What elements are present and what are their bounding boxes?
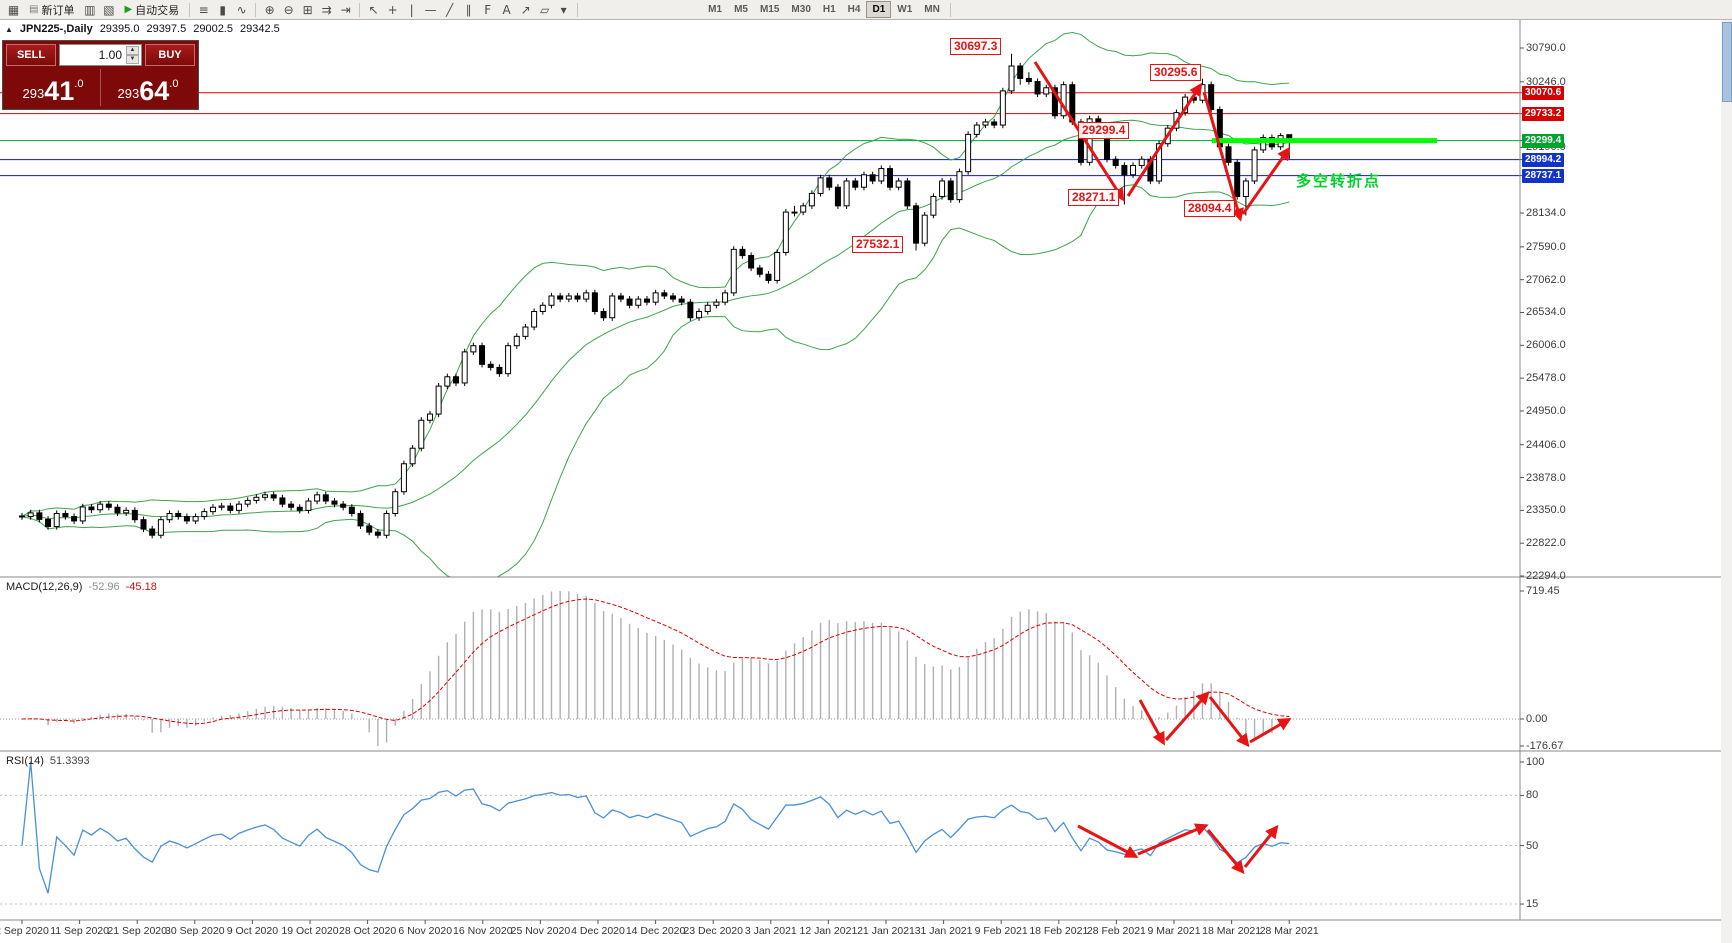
shapes-icon[interactable]: ▱	[540, 2, 550, 17]
play-icon: ▶	[124, 4, 133, 15]
macd-signal-value: -45.18	[125, 581, 157, 593]
timeframe-m30[interactable]: M30	[785, 1, 816, 18]
chart-shift-icon[interactable]: ⇥	[340, 2, 351, 17]
timeframe-h4[interactable]: H4	[842, 1, 867, 18]
new-order-icon: ▤	[29, 4, 39, 15]
toolbar-button-label: 新订单	[41, 4, 75, 17]
profiles-icon[interactable]: ▧	[103, 2, 115, 17]
channel-icon[interactable]: ∥	[465, 2, 472, 17]
buy-price[interactable]: 293 64.0	[117, 76, 179, 106]
toolbar-separator	[949, 2, 951, 17]
volume-value: 1.00	[98, 48, 122, 62]
horizontal-line-icon[interactable]: —	[424, 2, 437, 17]
tile-windows-icon[interactable]: ⊞	[302, 2, 313, 17]
vertical-line-icon[interactable]: |	[409, 2, 414, 17]
arrows-icon[interactable]: ↗	[520, 2, 531, 17]
toolbar-separator	[189, 2, 191, 17]
timeframe-m15[interactable]: M15	[754, 1, 785, 18]
ohlc-open: 29395.0	[99, 23, 140, 35]
rsi-indicator-label: RSI(14) 51.3393	[6, 755, 90, 767]
volume-decrease-button[interactable]: ▼	[126, 55, 139, 64]
ohlc-high: 29397.5	[146, 23, 187, 35]
cursor-icon[interactable]: ↖	[368, 2, 379, 17]
toolbar-button-label: 自动交易	[135, 4, 180, 17]
sell-price[interactable]: 293 41.0	[6, 69, 101, 106]
trendline-icon[interactable]: ╱	[446, 2, 454, 17]
timeframe-m5[interactable]: M5	[728, 1, 754, 18]
volume-increase-button[interactable]: ▲	[126, 46, 139, 55]
sell-button[interactable]: SELL	[6, 44, 56, 66]
zoom-in-icon[interactable]: ⊕	[264, 2, 275, 17]
volume-input[interactable]: 1.00 ▲ ▼	[59, 44, 142, 66]
macd-main-value: -52.96	[88, 581, 120, 593]
scrollbar-thumb[interactable]	[1722, 22, 1732, 102]
timeframe-d1[interactable]: D1	[866, 1, 892, 18]
auto-scroll-icon[interactable]: ⇉	[321, 2, 332, 17]
ohlc-close: 29342.5	[239, 23, 280, 35]
toolbar-separator	[359, 2, 361, 17]
auto-trading-button[interactable]: ▶ 自动交易	[118, 1, 185, 19]
rsi-value: 51.3393	[49, 755, 90, 767]
vertical-scrollbar[interactable]	[1721, 20, 1732, 943]
symbol-title: JPN225-,Daily	[19, 23, 93, 35]
toolbar-separator	[255, 2, 257, 17]
main-toolbar: ▦ ▤ 新订单 ▥ ▧ ▶ 自动交易 ≡ ▮ ∿ ⊕ ⊖ ⊞ ⇉ ⇥ ↖ + | — ╱ ∥ F A ↗ ▱ ▾ M1 M5 M15 M3…	[0, 0, 1732, 20]
fibonacci-icon[interactable]: F	[484, 2, 492, 17]
timeframe-m1[interactable]: M1	[702, 1, 728, 18]
new-order-button[interactable]: ▤ 新订单	[23, 1, 80, 19]
timeframe-h1[interactable]: H1	[817, 1, 842, 18]
one-click-trading-panel: SELL 1.00 ▲ ▼ BUY 293 41.0 293 64.0	[2, 40, 199, 110]
candlestick-chart-icon[interactable]: ▮	[219, 2, 226, 17]
macd-indicator-label: MACD(12,26,9) -52.96 -45.18	[6, 581, 157, 593]
panel-separator[interactable]	[0, 918, 1732, 923]
panel-separator[interactable]	[0, 575, 1732, 580]
toolbar-separator	[577, 2, 579, 17]
new-chart-icon[interactable]: ▦	[7, 2, 20, 17]
text-icon[interactable]: A	[502, 2, 511, 17]
rsi-name: RSI(14)	[6, 755, 44, 767]
zoom-out-icon[interactable]: ⊖	[283, 2, 294, 17]
line-chart-icon[interactable]: ∿	[236, 2, 247, 17]
macd-name: MACD(12,26,9)	[6, 581, 83, 593]
dropdown-icon[interactable]: ▾	[560, 2, 567, 17]
crosshair-icon[interactable]: +	[387, 2, 398, 17]
one-click-expander-icon[interactable]: ▲	[5, 24, 13, 34]
chart-window-icon[interactable]: ▥	[84, 2, 96, 17]
panel-separator[interactable]	[0, 749, 1732, 754]
symbol-ohlc-header: ▲ JPN225-,Daily 29395.0 29397.5 29002.5 …	[5, 23, 280, 35]
ohlc-low: 29002.5	[193, 23, 233, 35]
timeframe-mn[interactable]: MN	[918, 1, 946, 18]
bar-chart-icon[interactable]: ≡	[198, 2, 209, 17]
buy-button[interactable]: BUY	[145, 44, 195, 66]
timeframe-w1[interactable]: W1	[891, 1, 918, 18]
